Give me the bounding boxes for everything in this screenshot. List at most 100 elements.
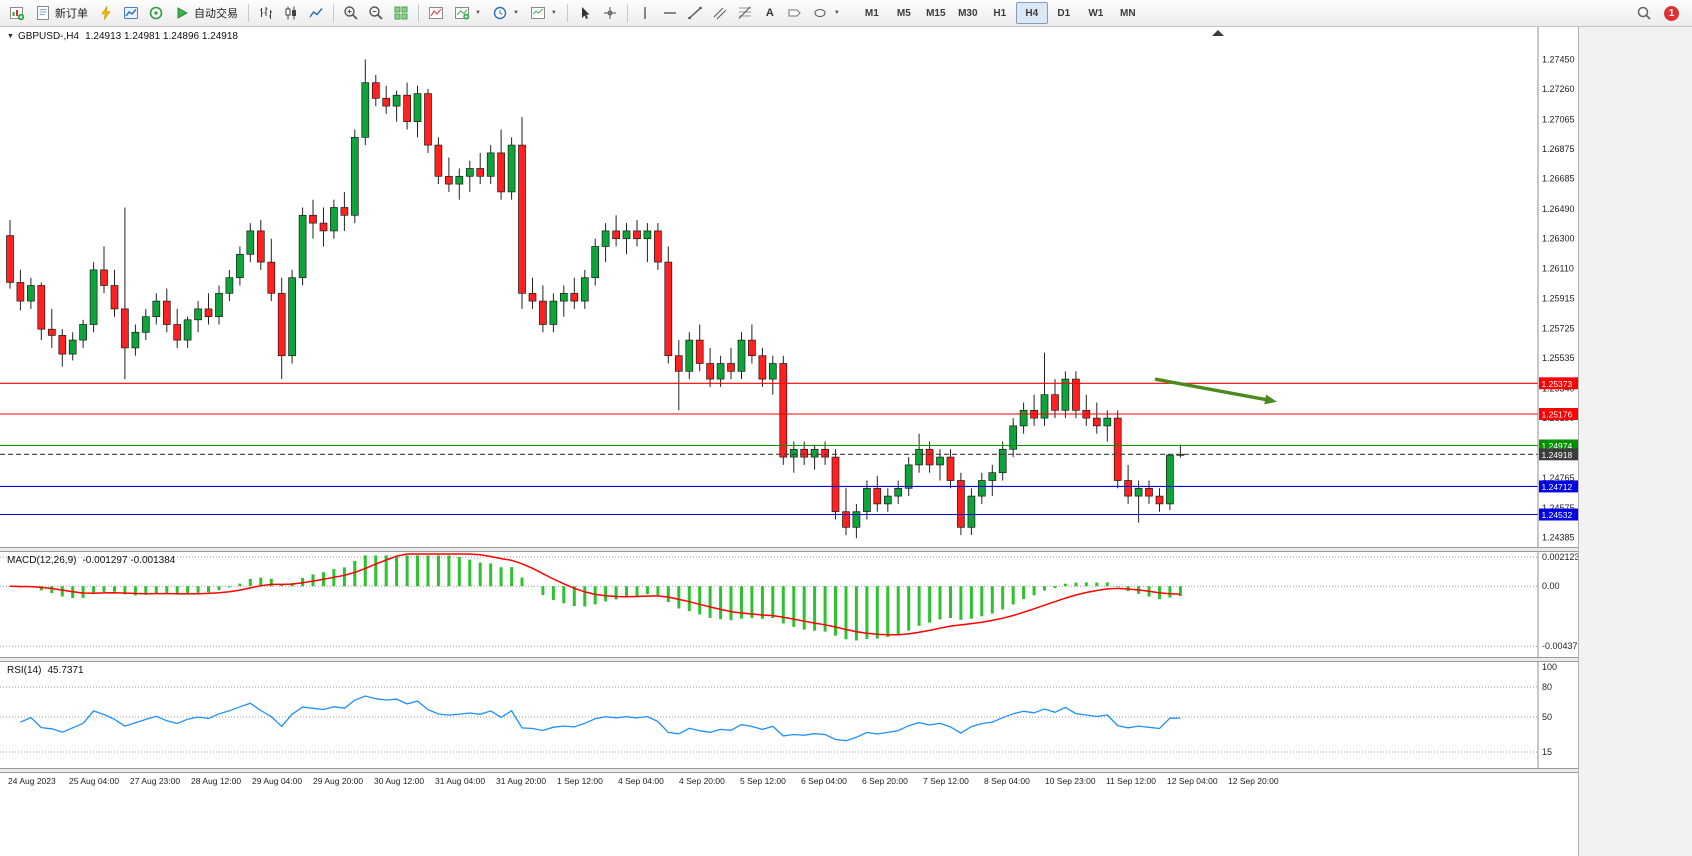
lightning-icon <box>101 5 111 21</box>
green-ring-icon <box>149 6 163 20</box>
price-axis-label: 1.25725 <box>1542 323 1575 333</box>
macd-panel-canvas[interactable]: 0.002123 0.00 -0.004378 <box>0 552 1578 657</box>
line-chart-mode-button[interactable] <box>304 2 328 24</box>
trend-arrow-head <box>1264 394 1277 405</box>
chevron-down-icon: ▼ <box>550 10 557 16</box>
timeframe-button-m15[interactable]: M15 <box>926 7 946 19</box>
price-axis-label: 1.26110 <box>1542 263 1574 273</box>
timeframe-button-m5[interactable]: M5 <box>896 7 911 19</box>
label-button[interactable] <box>783 2 807 24</box>
rsi-axis-label: 100 <box>1542 662 1557 672</box>
text-button[interactable]: A <box>758 2 782 24</box>
candles-series <box>6 59 1185 539</box>
toolbar-separator <box>626 4 628 22</box>
ohlc-values: 1.24913 1.24981 1.24896 1.24918 <box>85 31 238 42</box>
zoom-in-button[interactable] <box>339 2 363 24</box>
lightning-button[interactable] <box>94 2 118 24</box>
zoom-out-button[interactable] <box>364 2 388 24</box>
macd-header: MACD(12,26,9) -0.001297 -0.001384 <box>7 555 175 566</box>
timeframe-button-m30[interactable]: M30 <box>958 7 978 19</box>
price-tag: 1.24532 <box>1539 508 1578 521</box>
new-order-label: 新订单 <box>55 8 88 20</box>
timeframe-button-mn[interactable]: MN <box>1120 7 1136 19</box>
timeframe-button-h1[interactable]: H1 <box>993 7 1007 19</box>
macd-values: -0.001297 -0.001384 <box>82 555 176 566</box>
indicators-list-button[interactable] <box>424 2 448 24</box>
clock-icon <box>493 6 507 20</box>
price-axis-label: 1.24385 <box>1542 532 1575 542</box>
svg-text:1.24712: 1.24712 <box>1542 482 1573 492</box>
play-icon <box>177 7 189 19</box>
ellipse-shape-icon <box>814 9 826 17</box>
timeframe-button-w1[interactable]: W1 <box>1088 7 1104 19</box>
panel-splitter[interactable] <box>0 547 1578 552</box>
horizontal-line-button[interactable] <box>658 2 682 24</box>
rsi-line <box>20 695 1181 742</box>
price-axis-label: 1.27450 <box>1542 54 1575 64</box>
trend-arrow[interactable] <box>1154 377 1270 402</box>
timeframe-button-h4[interactable]: H4 <box>1015 2 1048 24</box>
vertical-line-icon <box>644 7 646 19</box>
time-axis-label: 27 Aug 23:00 <box>130 776 181 786</box>
time-axis-label: 5 Sep 12:00 <box>740 776 786 786</box>
panel-splitter[interactable] <box>0 657 1578 662</box>
new-order-button[interactable]: 新订单 <box>30 2 93 24</box>
timeframe-button-d1[interactable]: D1 <box>1057 7 1071 19</box>
periods-button[interactable]: ▼ <box>487 2 524 24</box>
svg-text:1.25176: 1.25176 <box>1542 410 1573 420</box>
price-tag: 1.24712 <box>1539 480 1578 493</box>
main-toolbar: 新订单 自动交易 <box>0 0 1692 27</box>
macd-axis-label: -0.004378 <box>1542 641 1578 651</box>
macd-axis-label: 0.00 <box>1542 581 1560 591</box>
rsi-label: RSI(14) <box>7 665 42 676</box>
timeframe-button-m1[interactable]: M1 <box>864 7 879 19</box>
cursor-button[interactable] <box>573 2 597 24</box>
panel-splitter[interactable] <box>0 768 1578 773</box>
price-chart-canvas[interactable]: 1.27450 1.27260 1.27065 1.26875 1.26685 1.264… <box>0 27 1578 547</box>
rsi-axis-label: 15 <box>1542 747 1552 757</box>
price-axis-label: 1.27065 <box>1542 114 1575 124</box>
bar-chart-mode-button[interactable] <box>254 2 278 24</box>
trendline-button[interactable] <box>683 2 707 24</box>
chart-shift-marker[interactable] <box>1212 30 1224 36</box>
rsi-panel-canvas[interactable]: 100 80 50 15 <box>0 662 1578 768</box>
time-axis-label: 25 Aug 04:00 <box>69 776 120 786</box>
macd-histogram <box>18 555 1182 641</box>
time-axis-label: 4 Sep 20:00 <box>679 776 725 786</box>
trendline-icon <box>688 6 702 20</box>
time-axis[interactable]: 24 Aug 2023 25 Aug 04:00 27 Aug 23:00 28 Au… <box>0 772 1578 792</box>
chart-window: 1.27450 1.27260 1.27065 1.26875 1.26685 1.264… <box>0 27 1578 856</box>
price-axis-label: 1.26685 <box>1542 174 1575 184</box>
channel-button[interactable] <box>708 2 732 24</box>
time-axis-label: 31 Aug 20:00 <box>496 776 547 786</box>
shapes-button[interactable]: ▼ <box>808 2 845 24</box>
price-axis-label: 1.26300 <box>1542 234 1575 244</box>
label-tag-icon <box>788 9 801 17</box>
price-tag: 1.24918 <box>1539 448 1578 461</box>
new-chart-button[interactable] <box>5 2 29 24</box>
crosshair-button[interactable] <box>598 2 622 24</box>
time-axis-label: 12 Sep 04:00 <box>1167 776 1218 786</box>
svg-text:1.24918: 1.24918 <box>1542 450 1573 460</box>
indicators-add-button[interactable]: ▼ <box>449 2 486 24</box>
search-button[interactable] <box>1632 2 1656 24</box>
text-icon: A <box>765 7 774 19</box>
auto-trading-button[interactable]: 自动交易 <box>169 2 243 24</box>
templates-button[interactable]: ▼ <box>525 2 562 24</box>
profile-charts-button[interactable] <box>119 2 143 24</box>
one-click-trading-toggle[interactable]: ▼ <box>7 33 14 40</box>
price-axis-label: 1.25535 <box>1542 353 1575 363</box>
notification-badge[interactable]: 1 <box>1664 5 1679 21</box>
community-button[interactable] <box>144 2 168 24</box>
candlestick-mode-button[interactable] <box>279 2 303 24</box>
toolbar-separator <box>566 4 568 22</box>
time-axis-label: 29 Aug 04:00 <box>252 776 303 786</box>
chevron-down-icon: ▼ <box>512 10 519 16</box>
vertical-line-button[interactable] <box>633 2 657 24</box>
fibonacci-button[interactable] <box>733 2 757 24</box>
tile-windows-button[interactable] <box>389 2 413 24</box>
crosshair-icon <box>603 7 616 19</box>
price-axis-label: 1.26875 <box>1542 144 1575 154</box>
toolbar-separator <box>418 4 419 22</box>
